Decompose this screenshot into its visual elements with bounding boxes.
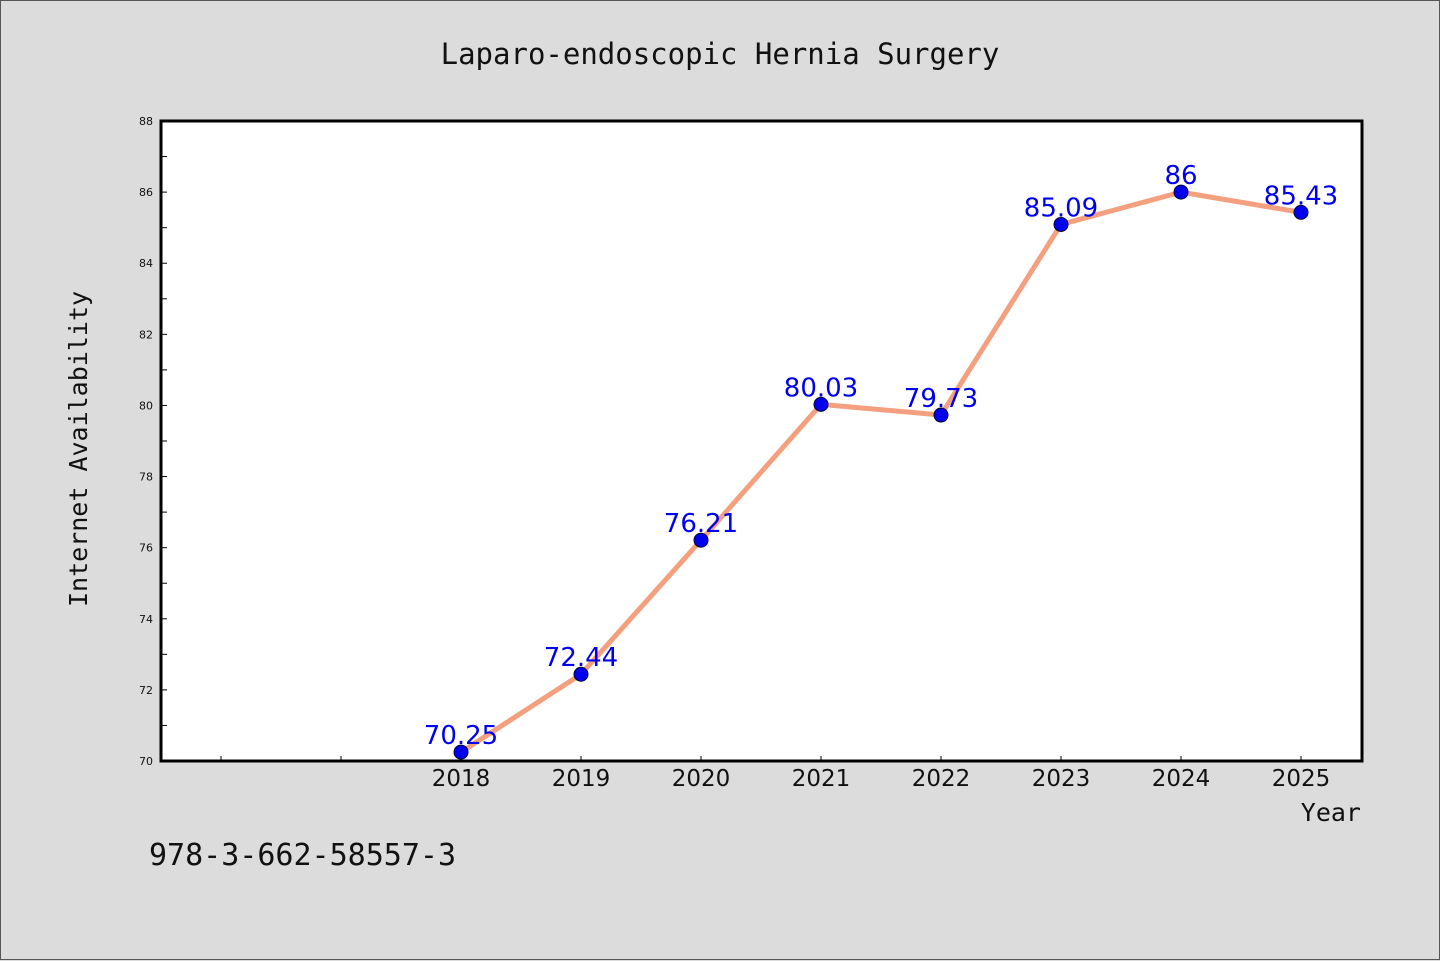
- x-tick-label: 2018: [432, 766, 491, 792]
- x-tick-label: 2024: [1152, 766, 1211, 792]
- y-tick-label: 74: [139, 613, 153, 626]
- x-tick-label: 2021: [792, 766, 851, 792]
- x-axis-label: Year: [1301, 798, 1361, 827]
- x-tick-label: 2020: [672, 766, 731, 792]
- y-tick-label: 86: [139, 186, 153, 199]
- data-point: [813, 396, 829, 412]
- y-tick-label: 78: [139, 471, 153, 484]
- y-tick-label: 88: [139, 115, 153, 128]
- isbn-text: 978-3-662-58557-3: [149, 838, 456, 873]
- x-tick-label: 2023: [1032, 766, 1091, 792]
- data-point: [1053, 216, 1069, 232]
- y-axis: 70 72 74 76 78 80 82 84 86 88: [139, 115, 167, 768]
- data-point: [453, 744, 469, 760]
- data-point: [933, 407, 949, 423]
- y-tick-label: 76: [139, 542, 153, 555]
- data-point: [693, 532, 709, 548]
- x-axis: 2018 2019 2020 2021 2022 2023 2024 2025: [220, 756, 1331, 792]
- y-tick-label: 80: [139, 399, 153, 412]
- data-point: [573, 666, 589, 682]
- data-point: [1293, 204, 1309, 220]
- y-tick-label: 82: [139, 328, 153, 341]
- y-tick-label: 72: [139, 684, 153, 697]
- y-axis-label: Internet Availability: [64, 291, 93, 607]
- y-tick-label: 84: [139, 257, 153, 270]
- x-tick-label: 2022: [912, 766, 971, 792]
- x-tick-label: 2019: [552, 766, 611, 792]
- y-tick-label: 70: [139, 755, 153, 768]
- plot-area: [161, 121, 1362, 761]
- data-point: [1173, 184, 1189, 200]
- series-line: [458, 189, 1304, 755]
- x-tick-label: 2025: [1272, 766, 1331, 792]
- chart-title: Laparo-endoscopic Hernia Surgery: [441, 37, 1000, 71]
- plot-border: [159, 119, 1364, 763]
